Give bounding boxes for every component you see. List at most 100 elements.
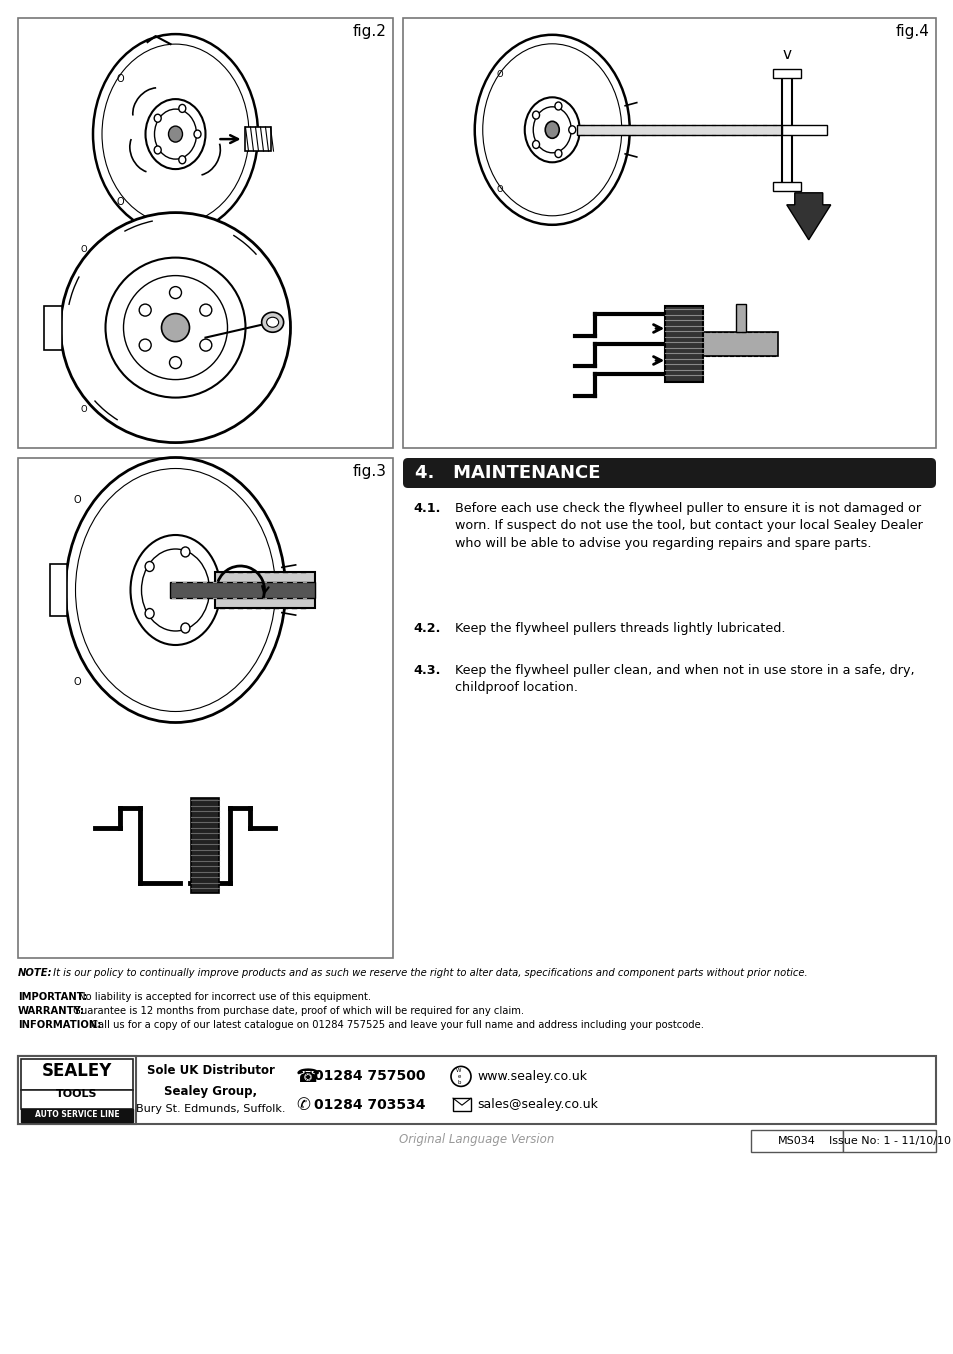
- Ellipse shape: [524, 97, 579, 162]
- Bar: [192, 798, 219, 894]
- Text: INFORMATION:: INFORMATION:: [18, 1020, 101, 1030]
- Circle shape: [170, 287, 181, 299]
- Bar: [51, 565, 68, 616]
- Text: O: O: [116, 198, 124, 207]
- Ellipse shape: [482, 43, 621, 215]
- Text: 4.2.: 4.2.: [413, 621, 440, 635]
- Ellipse shape: [154, 110, 196, 160]
- Text: www.sealey.co.uk: www.sealey.co.uk: [476, 1070, 586, 1083]
- Bar: [750, 1131, 842, 1152]
- Text: Sealey Group,: Sealey Group,: [164, 1085, 257, 1098]
- Ellipse shape: [154, 146, 161, 154]
- Ellipse shape: [193, 130, 201, 138]
- Text: 4.1.: 4.1.: [413, 502, 440, 515]
- Bar: [18, 1056, 935, 1124]
- Bar: [664, 306, 702, 382]
- Ellipse shape: [131, 535, 220, 645]
- Text: MS034: MS034: [778, 1136, 816, 1145]
- Text: Call us for a copy of our latest catalogue on 01284 757525 and leave your full n: Call us for a copy of our latest catalog…: [88, 1020, 703, 1030]
- Circle shape: [106, 257, 245, 398]
- Circle shape: [199, 305, 212, 315]
- Text: O: O: [497, 185, 503, 195]
- Ellipse shape: [266, 317, 278, 328]
- Bar: [21, 1090, 132, 1109]
- Ellipse shape: [178, 156, 186, 164]
- Ellipse shape: [532, 141, 539, 149]
- Text: fig.4: fig.4: [895, 24, 929, 39]
- Text: It is our policy to continually improve products and as such we reserve the righ: It is our policy to continually improve …: [50, 968, 807, 978]
- Text: fig.3: fig.3: [353, 464, 387, 479]
- Polygon shape: [786, 192, 830, 240]
- Ellipse shape: [92, 34, 257, 234]
- Bar: [171, 582, 315, 598]
- Text: AUTO SERVICE LINE: AUTO SERVICE LINE: [34, 1110, 119, 1118]
- Text: NOTE:: NOTE:: [18, 968, 52, 978]
- Ellipse shape: [532, 111, 539, 119]
- Text: ☎: ☎: [295, 1067, 320, 1086]
- Bar: [18, 458, 393, 959]
- Bar: [245, 127, 272, 152]
- Bar: [772, 69, 800, 77]
- Ellipse shape: [169, 126, 182, 142]
- Ellipse shape: [154, 114, 161, 122]
- Text: Before each use check the flywheel puller to ensure it is not damaged or worn. I: Before each use check the flywheel pulle…: [455, 502, 922, 550]
- Circle shape: [123, 276, 227, 379]
- Bar: [18, 18, 393, 448]
- Ellipse shape: [145, 608, 154, 619]
- Text: O: O: [80, 245, 87, 255]
- Ellipse shape: [145, 562, 154, 571]
- Bar: [781, 125, 826, 135]
- Circle shape: [60, 213, 291, 443]
- Ellipse shape: [555, 149, 561, 157]
- Circle shape: [161, 314, 190, 341]
- Text: Guarantee is 12 months from purchase date, proof of which will be required for a: Guarantee is 12 months from purchase dat…: [70, 1006, 523, 1016]
- Bar: [21, 1109, 132, 1122]
- Ellipse shape: [75, 468, 275, 711]
- Text: 01284 703534: 01284 703534: [314, 1098, 425, 1112]
- Bar: [18, 1056, 136, 1124]
- Ellipse shape: [475, 35, 629, 225]
- Ellipse shape: [178, 104, 186, 112]
- Text: 01284 757500: 01284 757500: [314, 1070, 425, 1083]
- Ellipse shape: [66, 458, 285, 723]
- Text: O: O: [73, 677, 81, 686]
- Bar: [702, 333, 778, 356]
- Ellipse shape: [261, 313, 283, 332]
- Text: ✆: ✆: [295, 1095, 310, 1114]
- Text: 4.3.: 4.3.: [413, 663, 440, 677]
- Ellipse shape: [181, 547, 190, 556]
- FancyBboxPatch shape: [402, 458, 935, 487]
- Circle shape: [451, 1067, 471, 1086]
- Ellipse shape: [568, 126, 576, 134]
- Text: Original Language Version: Original Language Version: [399, 1133, 554, 1147]
- Circle shape: [170, 356, 181, 368]
- Ellipse shape: [181, 623, 190, 634]
- Text: Issue No: 1 - 11/10/10: Issue No: 1 - 11/10/10: [828, 1136, 950, 1145]
- Bar: [781, 74, 791, 184]
- Text: SEALEY: SEALEY: [42, 1062, 112, 1080]
- Text: IMPORTANT:: IMPORTANT:: [18, 992, 88, 1002]
- Ellipse shape: [102, 45, 249, 225]
- Text: O: O: [116, 74, 124, 84]
- Bar: [21, 1059, 132, 1090]
- Circle shape: [139, 305, 151, 315]
- Circle shape: [139, 338, 151, 351]
- Text: W
e
b: W e b: [456, 1068, 461, 1085]
- Bar: [215, 571, 315, 608]
- Ellipse shape: [146, 99, 205, 169]
- Text: 4.   MAINTENANCE: 4. MAINTENANCE: [415, 464, 599, 482]
- Text: WARRANTY:: WARRANTY:: [18, 1006, 85, 1016]
- Text: v: v: [781, 47, 790, 62]
- Ellipse shape: [203, 585, 212, 594]
- Bar: [577, 125, 786, 135]
- Ellipse shape: [545, 122, 558, 138]
- Bar: [735, 305, 745, 333]
- Bar: [842, 1131, 935, 1152]
- Circle shape: [199, 338, 212, 351]
- Text: Keep the flywheel puller clean, and when not in use store in a safe, dry,  child: Keep the flywheel puller clean, and when…: [455, 663, 918, 695]
- Text: fig.2: fig.2: [353, 24, 387, 39]
- Text: O: O: [497, 70, 503, 80]
- Bar: [453, 1098, 471, 1112]
- Text: Bury St. Edmunds, Suffolk.: Bury St. Edmunds, Suffolk.: [136, 1104, 286, 1114]
- Ellipse shape: [533, 107, 571, 153]
